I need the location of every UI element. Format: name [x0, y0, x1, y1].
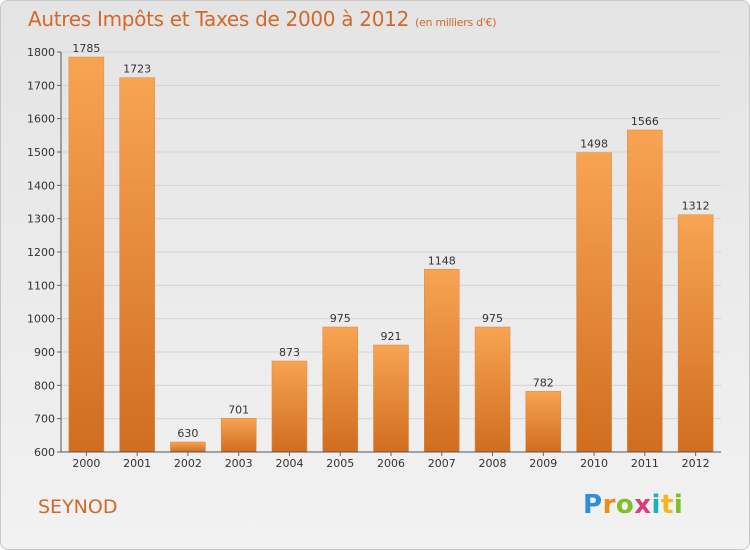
- chart-title: Autres Impôts et Taxes de 2000 à 2012 (en…: [28, 7, 496, 31]
- y-tick-label: 1200: [27, 246, 55, 259]
- y-tick-label: 1600: [27, 113, 55, 126]
- bar: [322, 326, 358, 453]
- data-label: 1566: [631, 115, 659, 128]
- data-label: 975: [482, 312, 503, 325]
- y-tick-label: 1500: [27, 146, 55, 159]
- bar: [424, 269, 460, 453]
- bar: [576, 152, 612, 453]
- bar: [68, 56, 105, 453]
- bar: [627, 129, 663, 453]
- place-name: SEYNOD: [38, 496, 118, 518]
- y-tick-label: 1800: [27, 46, 55, 59]
- data-label: 701: [228, 403, 249, 416]
- bar: [373, 344, 409, 453]
- data-label: 975: [330, 312, 351, 325]
- data-label: 1723: [123, 63, 151, 76]
- data-label: 1148: [428, 254, 456, 267]
- x-tick-label: 2002: [174, 457, 202, 470]
- y-tick-label: 800: [34, 379, 55, 392]
- x-tick-label: 2005: [326, 457, 354, 470]
- data-label: 873: [279, 346, 300, 359]
- data-label: 1312: [682, 200, 710, 213]
- bars: 1785 1723 630 701 873 975 921 1148 975 782 1498 156…: [68, 42, 714, 453]
- data-label: 782: [533, 376, 554, 389]
- x-tick-label: 2010: [580, 457, 608, 470]
- data-label: 1785: [72, 42, 100, 55]
- axes: 600 700 800 900 1000 1100 1200 1300 1400 1500 1600…: [27, 46, 721, 470]
- y-tick-label: 1400: [27, 179, 55, 192]
- bar: [677, 214, 714, 453]
- x-tick-label: 2006: [377, 457, 405, 470]
- y-tick-label: 1100: [27, 279, 55, 292]
- bar: [119, 77, 155, 453]
- y-tick-label: 600: [34, 446, 55, 459]
- bar: [170, 441, 206, 453]
- x-tick-label: 2011: [631, 457, 659, 470]
- x-tick-label: 2012: [682, 457, 710, 470]
- bar: [220, 418, 257, 453]
- data-label: 1498: [580, 138, 608, 151]
- x-tick-label: 2001: [123, 457, 151, 470]
- data-label: 630: [177, 427, 198, 440]
- y-tick-label: 700: [34, 413, 55, 426]
- x-tick-label: 2004: [275, 457, 303, 470]
- y-tick-label: 1300: [27, 213, 55, 226]
- x-tick-label: 2000: [72, 457, 100, 470]
- proxiti-logo: Proxiti: [583, 490, 684, 520]
- data-label: 921: [381, 330, 402, 343]
- y-tick-label: 900: [34, 346, 55, 359]
- x-tick-label: 2007: [428, 457, 456, 470]
- bar: [474, 326, 511, 453]
- x-tick-label: 2008: [479, 457, 507, 470]
- bar: [525, 391, 562, 453]
- bar: [271, 360, 308, 453]
- y-tick-label: 1000: [27, 313, 55, 326]
- x-tick-label: 2003: [225, 457, 253, 470]
- chart-unit: (en milliers d'€): [415, 16, 497, 29]
- chart-title-text: Autres Impôts et Taxes de 2000 à 2012: [28, 7, 409, 31]
- y-tick-label: 1700: [27, 79, 55, 92]
- x-tick-label: 2009: [529, 457, 557, 470]
